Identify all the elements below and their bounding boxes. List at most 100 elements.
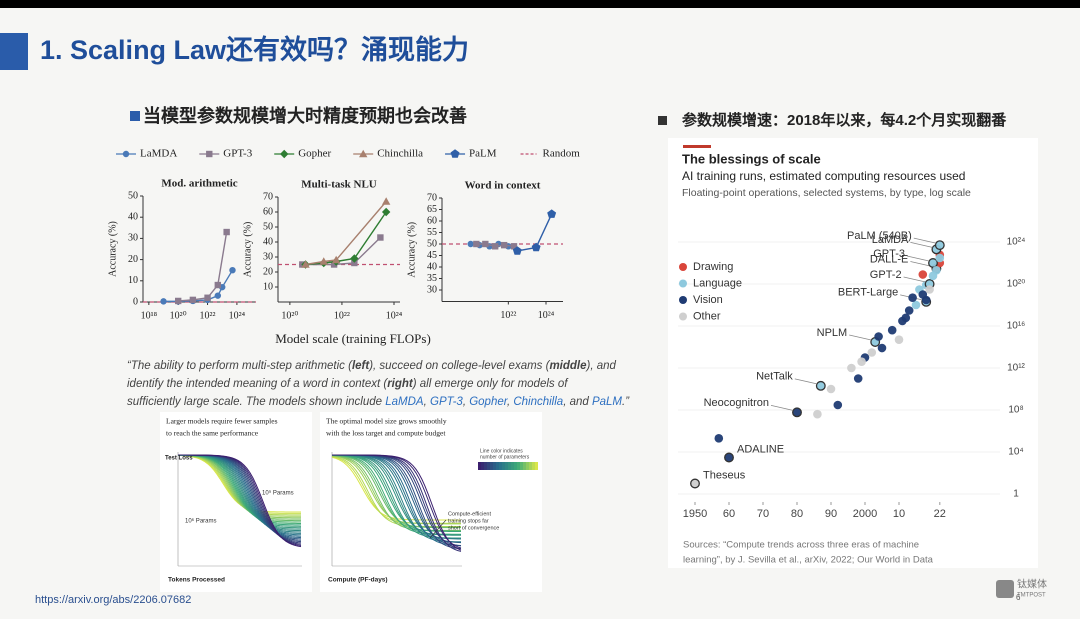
legend-label: Language — [693, 277, 742, 289]
y-tick-label: 60 — [263, 206, 273, 217]
marker — [381, 197, 391, 205]
y-tick-label: 10¹⁶ — [1007, 321, 1026, 332]
marker — [473, 240, 480, 248]
y-tick-label: 30 — [427, 284, 437, 295]
y-axis-label: Accuracy (%) — [107, 221, 118, 277]
y-tick-label: 65 — [427, 204, 437, 215]
y-tick-label: 10⁸ — [1008, 405, 1023, 416]
figure-note: training stops far — [448, 518, 489, 524]
colorbar-cell — [481, 462, 484, 470]
legend-label: PaLM — [469, 148, 497, 160]
legend-label: LaMDA — [140, 148, 177, 160]
y-axis-label: Accuracy (%) — [406, 222, 417, 278]
caption-segment: ), succeed on college-level exams ( — [367, 360, 550, 372]
figure-x-label: Compute (PF-days) — [328, 577, 388, 584]
y-tick-label: 70 — [263, 191, 273, 202]
y-tick-label: 40 — [128, 211, 138, 222]
y-tick-label: 70 — [427, 192, 437, 203]
chart-title: Word in context — [465, 180, 541, 192]
marker — [491, 243, 499, 250]
point-label: Neocognitron — [704, 397, 769, 409]
marker — [301, 260, 310, 268]
x-tick-label: 90 — [825, 508, 837, 520]
title-block — [0, 33, 28, 70]
series-line — [305, 211, 387, 266]
data-point — [833, 400, 843, 410]
y-tick-label: 10²⁴ — [1007, 237, 1026, 248]
figure-title: with the loss target and compute budget — [326, 429, 446, 438]
y-tick-label: 10⁴ — [1008, 447, 1023, 458]
colorbar-cell — [484, 462, 487, 470]
marker — [160, 298, 167, 305]
legend-label: Other — [693, 310, 721, 322]
colorbar-cell — [478, 462, 481, 470]
bullet — [130, 111, 140, 121]
point-label: NPLM — [817, 327, 848, 339]
caption-segment: , — [507, 396, 513, 408]
data-point — [867, 348, 877, 357]
colorbar-cell — [505, 462, 508, 470]
caption-segment: middle — [549, 360, 587, 372]
data-point — [935, 253, 945, 263]
point-label: Theseus — [703, 469, 746, 481]
marker — [351, 259, 358, 267]
chart-note: Floating-point operations, selected syst… — [682, 187, 971, 199]
source-link[interactable]: https://arxiv.org/abs/2206.07682 — [35, 594, 191, 606]
legend-label: Gopher — [298, 148, 331, 160]
legend-marker — [679, 263, 687, 271]
colorbar-cell — [526, 462, 529, 470]
y-tick-label: 10¹² — [1007, 363, 1025, 374]
marker — [214, 281, 222, 289]
x-tick-label: 10²⁰ — [281, 310, 298, 321]
legend-label: Random — [543, 148, 581, 160]
data-point — [792, 407, 802, 418]
figure-legend-text: number of parameters — [480, 454, 530, 460]
caption-segment: sufficiently large scale. The models sho… — [127, 396, 385, 408]
y-tick-label: 60 — [427, 215, 437, 226]
legend-marker — [679, 296, 687, 304]
leader-line — [913, 237, 936, 244]
caption-segment: ), and — [585, 360, 617, 372]
y-tick-label: 45 — [427, 250, 437, 261]
caption-segment: PaLM — [592, 396, 622, 408]
legend-label: Chinchilla — [377, 148, 423, 160]
data-point — [853, 374, 863, 383]
x-tick-label: 10²⁴ — [538, 310, 555, 321]
colorbar-cell — [523, 462, 526, 470]
y-tick-label: 0 — [133, 296, 138, 307]
colorbar-cell — [496, 462, 499, 470]
y-tick-label: 20 — [263, 266, 273, 277]
data-point — [813, 409, 822, 419]
marker — [223, 228, 230, 236]
marker — [174, 297, 182, 305]
point-label: PaLM (540B) — [847, 230, 912, 242]
colorbar-cell — [529, 462, 532, 470]
data-point — [714, 434, 724, 443]
marker — [214, 292, 222, 299]
figure-note: Compute-efficient — [448, 511, 491, 517]
decorative-curve — [177, 454, 302, 548]
figure-title: Larger models require fewer samples — [166, 417, 278, 426]
left-heading: 当模型参数规模增大时精度预期也会改善 — [143, 105, 467, 126]
x-tick-label: 1950 — [683, 508, 707, 520]
marker — [377, 234, 384, 241]
caption-segment: .” — [622, 396, 630, 408]
point-label: NetTalk — [756, 371, 793, 383]
point-label: DALL-E — [870, 253, 909, 265]
data-point — [921, 295, 931, 305]
figure-legend-text: Line color indicates — [480, 448, 523, 454]
data-point — [918, 270, 928, 279]
leader-line — [849, 334, 872, 341]
marker — [330, 261, 338, 268]
y-tick-label: 10²⁰ — [1007, 279, 1025, 290]
legend-marker — [679, 279, 687, 288]
colorbar-cell — [511, 462, 514, 470]
figure-x-label: Tokens Processed — [168, 577, 225, 584]
y-tick-label: 55 — [427, 227, 437, 238]
data-point — [887, 325, 897, 335]
figure-title: The optimal model size grows smoothly — [326, 417, 447, 426]
y-tick-label: 1 — [1013, 489, 1019, 500]
accent-line — [683, 145, 711, 148]
